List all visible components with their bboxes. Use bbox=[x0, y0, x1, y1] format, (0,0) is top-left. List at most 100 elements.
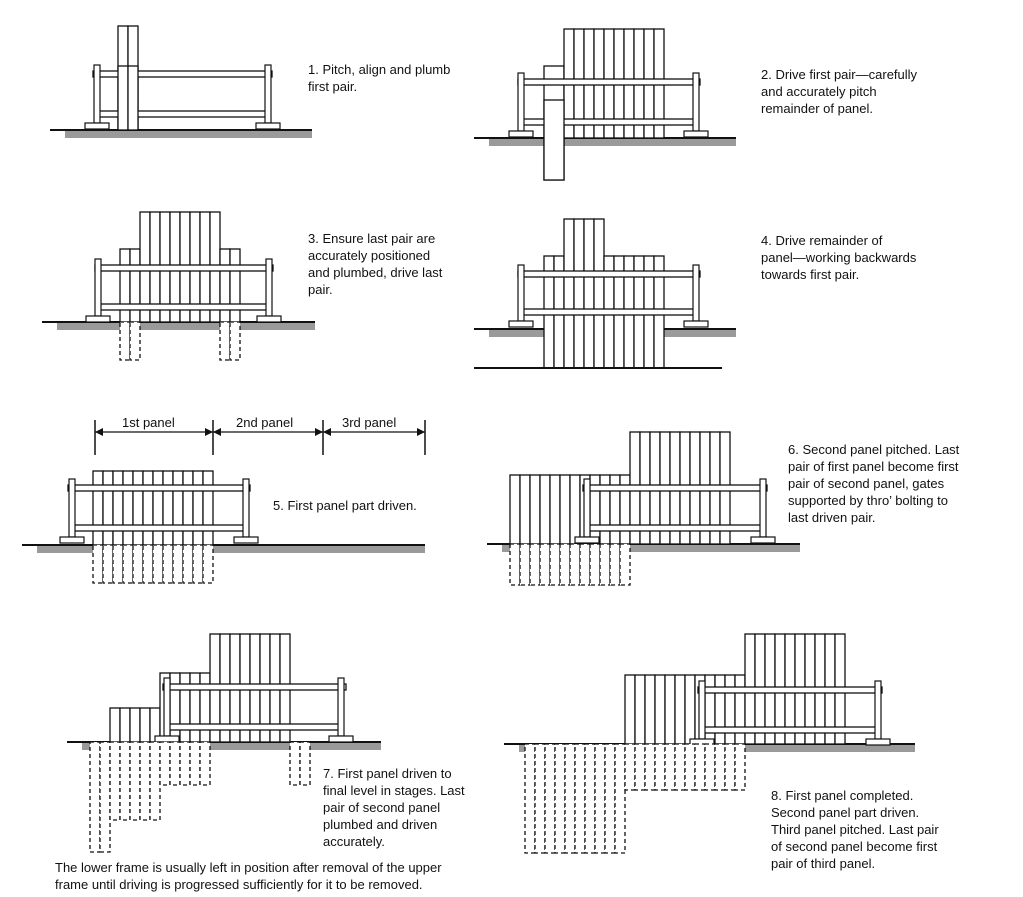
sheet-pile bbox=[142, 470, 154, 546]
ground-shading bbox=[502, 545, 800, 552]
driven-pile-below-ground bbox=[202, 544, 214, 584]
frame-foot-block bbox=[233, 536, 259, 544]
driven-pile-below-ground bbox=[684, 743, 696, 791]
upper-guide-waling bbox=[517, 270, 701, 278]
step-8-caption: 8. First panel completed. Second panel p… bbox=[771, 788, 939, 871]
step-5-caption: 5. First panel part driven. bbox=[273, 498, 417, 513]
driven-pile-below-ground bbox=[579, 543, 591, 586]
step-1-caption: 1. Pitch, align and plumb first pair. bbox=[308, 62, 451, 94]
sheet-pile bbox=[169, 672, 181, 743]
sheet-pile bbox=[139, 707, 151, 743]
step-2-figure bbox=[474, 28, 736, 181]
driven-pile-below-ground bbox=[624, 743, 636, 791]
sheet-pile bbox=[664, 674, 676, 745]
sheet-pile bbox=[509, 474, 521, 545]
sheet-pile bbox=[674, 674, 686, 745]
sheet-pile bbox=[714, 674, 726, 745]
driven-pile-below-ground bbox=[162, 544, 174, 584]
driven-pile-below-ground bbox=[169, 741, 181, 786]
lower-guide-waling bbox=[97, 303, 271, 311]
driven-pile-below-ground bbox=[694, 743, 706, 791]
sheet-pile bbox=[549, 474, 561, 545]
driven-pile-below-ground bbox=[92, 544, 104, 584]
frame-post bbox=[242, 478, 250, 538]
upper-guide-waling bbox=[697, 686, 883, 694]
step-8-figure bbox=[504, 633, 915, 854]
driven-pile-below-ground bbox=[534, 743, 546, 854]
sheet-pile bbox=[162, 470, 174, 546]
frame-post bbox=[264, 64, 272, 124]
frame-foot-block bbox=[683, 320, 709, 328]
driven-pile-below-ground bbox=[509, 543, 521, 586]
footnote: The lower frame is usually left in posit… bbox=[55, 860, 442, 892]
driven-pile-below-ground bbox=[172, 544, 184, 584]
driven-pile-below-ground bbox=[574, 743, 586, 854]
driven-pile-below-ground bbox=[734, 743, 746, 791]
sheet-pile bbox=[624, 674, 636, 745]
driven-pile-below-ground bbox=[102, 544, 114, 584]
frame-post bbox=[759, 478, 767, 538]
driven-pile-below-ground bbox=[594, 743, 606, 854]
driven-pile-below-ground bbox=[619, 543, 631, 586]
dimension-arrowhead bbox=[213, 428, 221, 436]
driven-pile-below-ground bbox=[99, 741, 111, 853]
dimension-arrowhead bbox=[315, 428, 323, 436]
sheet-pile bbox=[704, 674, 716, 745]
sheet-pile bbox=[583, 218, 595, 369]
panel-dimension-line bbox=[94, 420, 426, 455]
frame-post bbox=[692, 72, 700, 132]
sheet-pile bbox=[189, 672, 201, 743]
ground-shading bbox=[57, 323, 315, 330]
driven-pile-below-ground bbox=[589, 543, 601, 586]
driven-pile-below-ground bbox=[564, 743, 576, 854]
sheet-pile bbox=[684, 674, 696, 745]
driven-pile-below-ground bbox=[584, 743, 596, 854]
driven-pile-below-ground bbox=[219, 321, 231, 361]
driven-pile-below-ground bbox=[654, 743, 666, 791]
step-4-caption: 4. Drive remainder of panel—working back… bbox=[761, 233, 917, 282]
step-2-caption: 2. Drive first pair—carefully and accura… bbox=[761, 67, 918, 116]
sheet-pile bbox=[519, 474, 531, 545]
driven-pile-below-ground bbox=[644, 743, 656, 791]
sheet-pile bbox=[179, 672, 191, 743]
ground-shading bbox=[37, 546, 425, 553]
driven-pile-below-ground bbox=[129, 741, 141, 821]
sheet-pile bbox=[229, 248, 241, 323]
frame-foot-block bbox=[865, 738, 891, 746]
driven-pile-below-ground bbox=[119, 741, 131, 821]
sheet-pile bbox=[724, 674, 736, 745]
step-1-figure bbox=[50, 25, 312, 138]
frame-foot-block bbox=[255, 122, 281, 130]
frame-foot-block bbox=[256, 315, 282, 323]
driven-pile-below-ground bbox=[559, 543, 571, 586]
lower-guide-waling bbox=[70, 524, 248, 532]
frame-post bbox=[265, 258, 273, 317]
ground-shading bbox=[489, 139, 736, 146]
frame-foot-block bbox=[508, 130, 534, 138]
driven-pile-below-ground bbox=[89, 741, 101, 853]
dimension-arrowhead bbox=[205, 428, 213, 436]
sheet-pile bbox=[109, 707, 121, 743]
sheet-pile bbox=[199, 672, 211, 743]
sheet-pile bbox=[132, 470, 144, 546]
driven-pile-below-ground bbox=[609, 543, 621, 586]
sheet-pile bbox=[529, 474, 541, 545]
driven-pile-below-ground bbox=[539, 543, 551, 586]
driven-pile-below-ground bbox=[152, 544, 164, 584]
sheet-pile bbox=[219, 248, 231, 323]
sheet-pile bbox=[112, 470, 124, 546]
frame-post bbox=[698, 680, 706, 740]
driven-pile-below-ground bbox=[599, 543, 611, 586]
driven-pile-below-ground bbox=[189, 741, 201, 786]
ground-shading bbox=[82, 743, 381, 750]
upper-guide-waling bbox=[582, 484, 768, 492]
driven-pile-below-ground bbox=[524, 743, 536, 854]
sheet-pile bbox=[152, 470, 164, 546]
upper-guide-waling bbox=[162, 683, 347, 691]
frame-post bbox=[337, 677, 345, 737]
sheet-pile bbox=[559, 474, 571, 545]
driven-pile-below-ground bbox=[179, 741, 191, 786]
step-5-figure bbox=[22, 470, 425, 584]
dimension-arrowhead bbox=[417, 428, 425, 436]
